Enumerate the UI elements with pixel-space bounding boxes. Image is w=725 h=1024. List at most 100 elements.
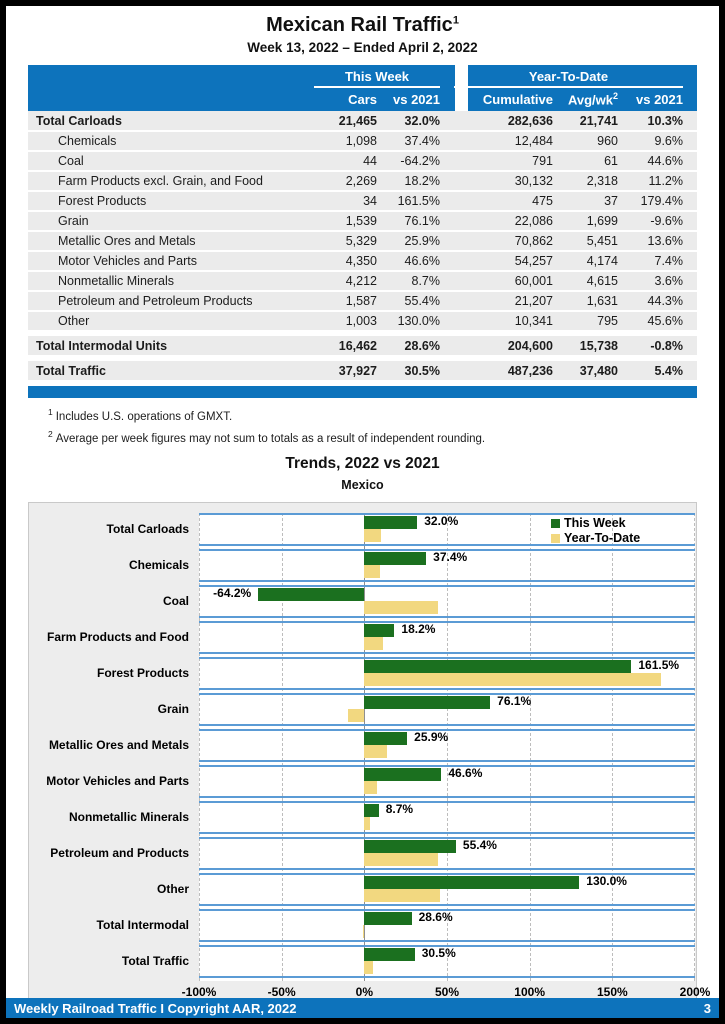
this-week-bar [258, 587, 365, 601]
chart-band: 30.5% [199, 944, 695, 978]
this-week-bar [364, 875, 580, 889]
table-row: Petroleum and Petroleum Products 1,587 55.… [28, 292, 697, 312]
column-header-week-vs-2021: vs 2021 [393, 92, 440, 107]
year-to-date-bar [364, 673, 661, 687]
table-cell-avg-per-week-value: 5,451 [586, 234, 618, 248]
table-row: Total Traffic 37,927 30.5% 487,236 37,480 5.4… [28, 361, 697, 382]
legend-item: This Week [551, 516, 640, 531]
table-cell-week-vs-2021-value: 30.5% [404, 363, 440, 378]
table-cell-week-vs-2021-value: 28.6% [404, 338, 440, 353]
table-cell-avg-per-week-value: 37 [604, 194, 618, 208]
chart-band: 46.6% [199, 764, 695, 798]
table-row: Motor Vehicles and Parts 4,350 46.6% 54,257… [28, 252, 697, 272]
chart-band: 25.9% [199, 728, 695, 762]
table-cell-ytd-vs-2021-value: 11.2% [648, 174, 683, 188]
chart-category-label: Farm Products and Food [46, 629, 189, 644]
table-cell-week-vs-2021-value: 161.5% [397, 194, 440, 208]
table-cell-cumulative-value: 21,207 [514, 294, 553, 308]
footnote-1-marker: 1 [48, 407, 53, 417]
table-group-header-row: This Week Year-To-Date [28, 65, 697, 88]
chart-category-label: Total Traffic [121, 953, 189, 968]
table-cell-ytd-vs-2021-value: 5.4% [654, 363, 684, 378]
table-cell-ytd-vs-2021-value: 44.3% [647, 294, 683, 308]
gridline [612, 512, 614, 981]
group-header-year-to-date: Year-To-Date [454, 69, 683, 88]
footer-text: Weekly Railroad Traffic I Copyright AAR,… [14, 1000, 297, 1016]
table-cell-cumulative-value: 30,132 [514, 174, 553, 188]
legend-item: Year-To-Date [551, 531, 640, 546]
chart-category-label: Other [156, 881, 189, 896]
trends-bar-chart: 32.0% 37.4% -64.2% 18.2% 161.5% 76.1% 25.9% 46.… [28, 501, 710, 1004]
table-row: Total Carloads 21,465 32.0% 282,636 21,741 10… [28, 111, 697, 132]
year-to-date-bar [364, 961, 374, 975]
year-to-date-bar [364, 817, 371, 831]
chart-subtitle: Mexico [341, 477, 384, 492]
table-cell-cars-value: 1,003 [345, 314, 377, 328]
table-cell-week-vs-2021-value: 18.2% [404, 174, 440, 188]
row-label: Total Carloads [36, 113, 122, 128]
table-cell-week-vs-2021-value: 37.4% [404, 134, 440, 148]
table-cell-avg-per-week-value: 1,699 [586, 214, 618, 228]
column-header-ytd-vs-2021: vs 2021 [636, 92, 683, 107]
table-cell-cars-value: 16,462 [338, 338, 377, 353]
avg-wk-text: Avg/wk [567, 92, 613, 108]
x-axis-tick-label: 50% [434, 984, 460, 999]
x-axis-tick-label: 0% [355, 984, 373, 999]
column-header-cars: Cars [348, 92, 377, 107]
bar-value-label: 30.5% [421, 945, 456, 960]
chart-band: 55.4% [199, 836, 695, 870]
bar-value-label: 37.4% [433, 549, 468, 564]
table-cell-ytd-vs-2021-value: 44.6% [647, 154, 683, 168]
row-label: Metallic Ores and Metals [58, 234, 196, 248]
table-cell-week-vs-2021-value: 32.0% [404, 113, 440, 128]
traffic-table: This Week Year-To-Date Cars vs 2021 Cumu… [28, 65, 697, 398]
table-cell-ytd-vs-2021-value: 7.4% [654, 254, 684, 268]
chart-category-label: Motor Vehicles and Parts [46, 773, 189, 788]
table-cell-cumulative-value: 791 [532, 154, 553, 168]
table-cell-ytd-vs-2021-value: -0.8% [650, 338, 683, 353]
table-row: Chemicals 1,098 37.4% 12,484 960 9.6% [28, 132, 697, 152]
table-cell-cars-value: 21,465 [338, 113, 377, 128]
this-week-bar [364, 731, 408, 745]
table-cell-cumulative-value: 282,636 [507, 113, 553, 128]
gridline [694, 512, 695, 981]
bar-value-label: 130.0% [586, 873, 627, 888]
table-cell-cars-value: 1,098 [345, 134, 377, 148]
row-label: Motor Vehicles and Parts [58, 254, 197, 268]
chart-category-label: Chemicals [128, 557, 189, 572]
chart-band: 76.1% [199, 692, 695, 726]
table-cell-cars-value: 44 [363, 154, 377, 168]
chart-band: 37.4% [199, 548, 695, 582]
chart-category-label: Forest Products [96, 665, 189, 680]
page-title: Mexican Rail Traffic1 [6, 14, 719, 37]
table-cell-week-vs-2021-value: 76.1% [404, 214, 440, 228]
x-axis-tick-label: -100% [181, 984, 217, 999]
x-axis-tick-label: 150% [596, 984, 628, 999]
table-cell-avg-per-week-value: 2,318 [586, 174, 618, 188]
this-week-bar [364, 695, 491, 709]
table-cell-avg-per-week-value: 21,741 [579, 113, 618, 128]
year-to-date-bar [364, 745, 387, 759]
table-cell-cumulative-value: 12,484 [514, 134, 553, 148]
table-cell-week-vs-2021-value: 8.7% [411, 274, 441, 288]
chart-title: Trends, 2022 vs 2021 [285, 454, 440, 472]
chart-band: 8.7% [199, 800, 695, 834]
row-label: Grain [58, 214, 89, 228]
chart-category-label: Metallic Ores and Metals [48, 737, 189, 752]
avg-wk-footnote-marker: 2 [612, 91, 618, 102]
chart-category-label: Total Intermodal [96, 917, 189, 932]
table-cell-ytd-vs-2021-value: 3.6% [654, 274, 684, 288]
footnote-2-text: Average per week figures may not sum to … [55, 432, 486, 445]
this-week-bar [364, 839, 456, 853]
table-cell-ytd-vs-2021-value: -9.6% [650, 214, 683, 228]
footnote-1: 1 Includes U.S. operations of GMXT. [48, 407, 719, 423]
gridline [447, 512, 448, 981]
this-week-swatch-icon [551, 518, 560, 528]
chart-category-label: Total Carloads [106, 521, 189, 536]
table-row: Total Intermodal Units 16,462 28.6% 204,600… [28, 336, 697, 357]
row-label: Nonmetallic Minerals [58, 274, 175, 288]
row-label: Other [58, 314, 90, 328]
table-cell-cars-value: 5,329 [345, 234, 377, 248]
table-cell-cars-value: 4,212 [345, 274, 377, 288]
year-to-date-bar [364, 529, 382, 543]
